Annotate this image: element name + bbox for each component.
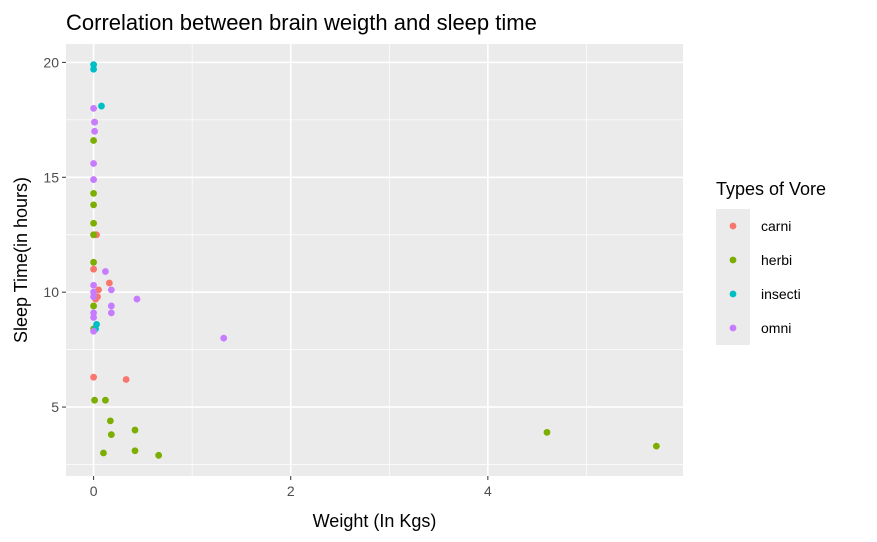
x-axis: 0 2 4 — [90, 476, 492, 499]
data-point-insecti — [90, 65, 97, 73]
x-axis-title: Weight (In Kgs) — [313, 511, 437, 531]
x-tick-label: 0 — [90, 483, 98, 499]
data-point-omni — [107, 302, 115, 310]
data-point-herbi — [91, 396, 98, 404]
x-tick-label: 2 — [287, 483, 295, 499]
legend-key-carni — [729, 222, 737, 230]
data-point-herbi — [652, 442, 660, 450]
data-point-omni — [133, 295, 141, 303]
y-tick-label: 10 — [43, 284, 59, 300]
data-point-herbi — [100, 449, 107, 457]
grid-minor — [66, 44, 683, 476]
data-point-herbi — [131, 447, 139, 455]
data-point-herbi — [90, 231, 97, 239]
chart-title: Correlation between brain weigth and sle… — [66, 10, 537, 35]
data-point-insecti — [98, 102, 105, 110]
legend-label-omni: omni — [761, 320, 791, 336]
y-axis-title: Sleep Time(in hours) — [11, 177, 31, 343]
data-point-herbi — [106, 417, 114, 425]
data-point-carni — [90, 373, 97, 381]
legend-key-insecti — [729, 290, 737, 298]
data-point-herbi — [155, 451, 163, 459]
legend-label-carni: carni — [761, 218, 791, 234]
data-point-herbi — [543, 428, 551, 436]
x-tick-label: 4 — [484, 483, 492, 499]
y-tick-label: 5 — [51, 399, 59, 415]
grid-major — [66, 44, 683, 476]
plot-panel — [66, 44, 683, 476]
legend-label-insecti: insecti — [761, 286, 801, 302]
data-point-herbi — [90, 258, 97, 266]
data-point-omni — [90, 104, 97, 112]
data-point-herbi — [90, 189, 97, 197]
data-point-herbi — [90, 219, 97, 227]
y-tick-label: 20 — [43, 54, 59, 70]
legend-key-background — [716, 209, 750, 345]
data-point-omni — [91, 118, 98, 126]
y-axis: 5 10 15 20 — [43, 54, 66, 415]
data-point-herbi — [90, 201, 97, 209]
data-point-omni — [90, 293, 97, 301]
data-point-omni — [90, 314, 97, 321]
data-point-herbi — [131, 426, 139, 434]
data-point-herbi — [90, 137, 97, 144]
data-point-omni — [90, 327, 97, 335]
data-point-omni — [107, 309, 115, 317]
data-point-carni — [105, 279, 113, 287]
legend-key-omni — [729, 324, 737, 332]
data-point-omni — [107, 286, 115, 294]
legend-title: Types of Vore — [716, 179, 826, 199]
data-point-omni — [91, 127, 98, 135]
data-point-omni — [220, 334, 228, 342]
legend-key-herbi — [729, 256, 737, 264]
data-point-omni — [90, 281, 97, 289]
data-point-herbi — [107, 431, 115, 439]
data-point-herbi — [102, 396, 109, 404]
legend-label-herbi: herbi — [761, 252, 792, 268]
y-tick-label: 15 — [43, 169, 59, 185]
data-points — [90, 61, 660, 459]
legend: Types of Vore carni herbi insecti omni — [716, 179, 826, 345]
data-point-omni — [90, 160, 97, 167]
data-point-omni — [102, 268, 109, 275]
data-point-herbi — [90, 302, 97, 310]
data-point-carni — [90, 265, 97, 273]
data-point-omni — [90, 176, 97, 183]
data-point-carni — [122, 376, 130, 383]
